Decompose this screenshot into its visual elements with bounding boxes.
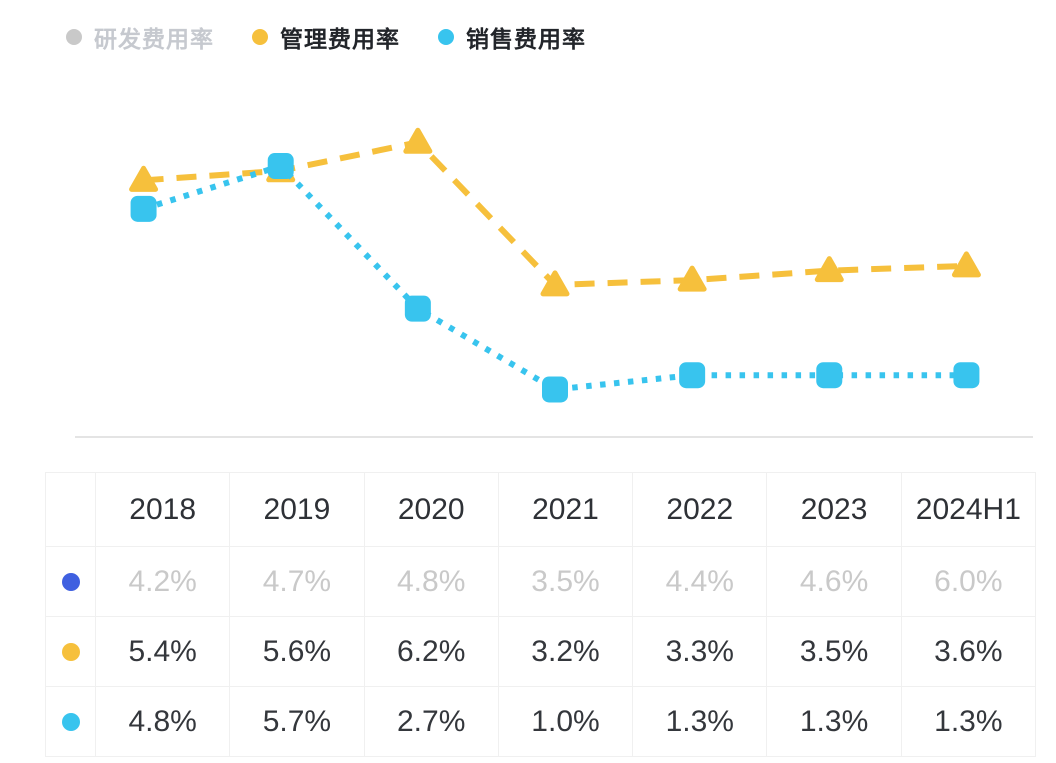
table-value-cell: 5.4% <box>96 617 231 687</box>
table-value-cell: 1.0% <box>498 687 634 757</box>
table-value-cell: 4.4% <box>633 547 768 617</box>
legend-item-sales-expense-ratio[interactable]: 销售费用率 <box>438 20 586 54</box>
table-header-2022: 2022 <box>633 473 768 547</box>
series-dot-icon <box>61 712 80 731</box>
table-value-cell: 2.7% <box>364 687 499 757</box>
table-value-cell: 4.8% <box>364 547 499 617</box>
table-value-cell: 4.6% <box>767 547 902 617</box>
table-value-cell: 6.0% <box>901 547 1036 617</box>
management-expense-ratio-line <box>143 139 967 288</box>
table-value-cell: 5.6% <box>230 617 365 687</box>
legend-item-rd-expense-ratio[interactable]: 研发费用率 <box>66 20 214 54</box>
sales-expense-ratio-marker-2021 <box>542 376 568 403</box>
management-expense-ratio-marker-2021 <box>540 270 570 297</box>
table-value-cell: 3.3% <box>633 617 768 687</box>
table-header-2021: 2021 <box>498 473 634 547</box>
management-expense-ratio-marker-2022 <box>677 265 707 292</box>
legend-item-label: 管理费用率 <box>280 26 400 52</box>
table-value-cell: 3.2% <box>498 617 634 687</box>
table-value-cell: 3.6% <box>901 617 1036 687</box>
table-header-2019: 2019 <box>230 473 365 547</box>
series-dot-icon <box>61 642 80 661</box>
expense-ratio-table: 2018 2019 2020 2021 2022 2023 2024H1 4.2% 4.7% 4.… <box>45 472 1036 757</box>
table-value-cell: 3.5% <box>498 547 634 617</box>
table-header-2024h1: 2024H1 <box>901 473 1036 547</box>
sales-expense-ratio-marker-2023 <box>816 362 843 389</box>
management-expense-ratio-marker-2018 <box>129 165 159 192</box>
table-value-cell: 4.7% <box>230 547 365 617</box>
table-value-cell: 1.3% <box>901 687 1036 757</box>
sales-expense-ratio-marker-2024H1 <box>953 362 980 389</box>
legend-item-label: 销售费用率 <box>466 26 586 52</box>
legend-dot-icon <box>252 29 268 45</box>
chart-legend: 研发费用率 管理费用率 销售费用率 <box>66 20 586 54</box>
table-header-2023: 2023 <box>767 473 902 547</box>
legend-item-management-expense-ratio[interactable]: 管理费用率 <box>252 20 400 54</box>
table-value-cell: 4.8% <box>96 687 231 757</box>
legend-dot-icon <box>438 29 454 45</box>
management-expense-ratio-marker-2024H1 <box>951 251 981 278</box>
table-header-2020: 2020 <box>364 473 499 547</box>
sales-expense-ratio-marker-2020 <box>404 295 431 322</box>
table-row-marker-cell <box>46 547 96 617</box>
legend-dot-icon <box>66 29 82 45</box>
table-header-2018: 2018 <box>96 473 231 547</box>
sales-expense-ratio-marker-2022 <box>679 362 706 389</box>
table-value-cell: 1.3% <box>767 687 902 757</box>
legend-item-label: 研发费用率 <box>94 26 214 52</box>
table-value-cell: 1.3% <box>633 687 768 757</box>
table-row-marker-cell <box>46 687 96 757</box>
management-expense-ratio-marker-2023 <box>814 256 844 283</box>
series-dot-icon <box>61 572 80 591</box>
table-value-cell: 3.5% <box>767 617 902 687</box>
chart-canvas <box>75 127 1033 438</box>
sales-expense-ratio-marker-2019 <box>267 153 294 180</box>
table-value-cell: 4.2% <box>96 547 231 617</box>
table-value-cell: 5.7% <box>230 687 365 757</box>
management-expense-ratio-marker-2020 <box>403 127 433 154</box>
table-corner-cell <box>46 473 96 547</box>
table-row-marker-cell <box>46 617 96 687</box>
sales-expense-ratio-marker-2018 <box>130 195 157 222</box>
table-value-cell: 6.2% <box>364 617 499 687</box>
